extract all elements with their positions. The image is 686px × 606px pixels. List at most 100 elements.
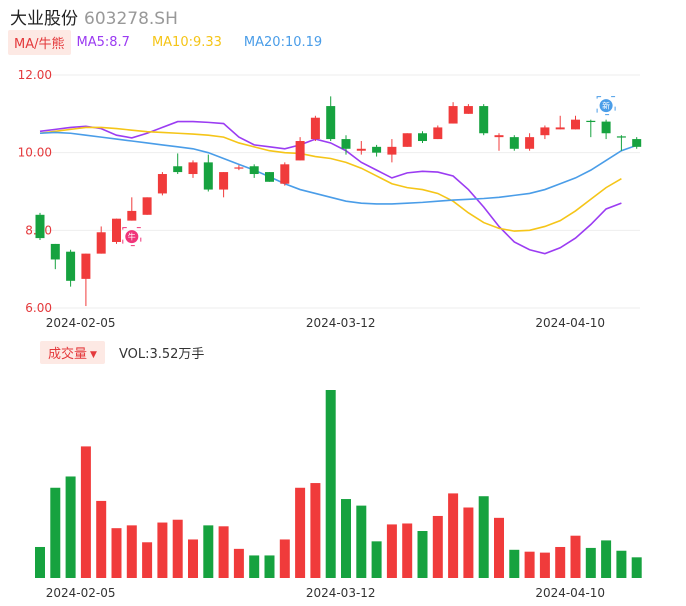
volume-bar bbox=[310, 483, 321, 578]
volume-bar bbox=[264, 555, 275, 578]
volume-bar bbox=[96, 500, 107, 578]
volume-bar bbox=[570, 535, 581, 578]
candle-body bbox=[402, 133, 412, 147]
volume-selector-button[interactable]: 成交量 ▼ bbox=[40, 341, 105, 364]
volume-bar bbox=[233, 548, 244, 578]
volume-bar bbox=[356, 505, 367, 578]
marker-glyph: 新 bbox=[602, 101, 610, 111]
candle-body bbox=[433, 127, 443, 140]
candle bbox=[203, 154, 213, 192]
candle-body bbox=[295, 141, 305, 161]
candle bbox=[142, 197, 152, 215]
volume-bar bbox=[188, 539, 198, 578]
volume-bar bbox=[509, 549, 520, 578]
volume-value-label: VOL:3.52万手 bbox=[118, 347, 205, 362]
x-tick-label: 2024-04-10 bbox=[535, 586, 605, 600]
candle-body bbox=[96, 232, 106, 254]
candle bbox=[295, 137, 305, 161]
candle-body bbox=[418, 133, 427, 142]
candle bbox=[188, 160, 198, 178]
candle-body bbox=[509, 137, 519, 149]
candle bbox=[479, 104, 489, 136]
volume-bar bbox=[616, 550, 627, 578]
volume-bar bbox=[371, 541, 382, 578]
volume-bar bbox=[555, 546, 566, 578]
volume-bar bbox=[478, 496, 489, 578]
candle bbox=[326, 96, 336, 142]
candle bbox=[96, 226, 106, 254]
volume-bar bbox=[111, 528, 122, 578]
candle bbox=[66, 249, 76, 287]
volume-bar bbox=[172, 519, 183, 578]
candle-body bbox=[265, 172, 274, 182]
candle-body bbox=[249, 166, 259, 175]
candle bbox=[372, 144, 382, 157]
candle bbox=[601, 119, 611, 140]
candle-body bbox=[203, 162, 213, 190]
volume-bar bbox=[585, 547, 596, 578]
candle bbox=[280, 162, 290, 186]
volume-bar bbox=[386, 524, 397, 578]
candle-body bbox=[586, 120, 596, 123]
candle-body bbox=[448, 106, 458, 124]
candle bbox=[265, 172, 274, 182]
candle-body bbox=[632, 139, 642, 147]
caret-down-icon: ▼ bbox=[90, 350, 97, 360]
volume-bar bbox=[218, 526, 229, 578]
volume-bar bbox=[157, 522, 168, 578]
volume-bar bbox=[325, 390, 336, 578]
candle bbox=[249, 164, 259, 178]
candle-body bbox=[494, 135, 504, 138]
marker-dot bbox=[599, 99, 613, 113]
volume-bar-chart: 2024-02-05 2024-03-12 2024-04-10 bbox=[35, 390, 642, 600]
volume-bar bbox=[35, 546, 45, 578]
marker-frame bbox=[122, 227, 142, 247]
volume-bar bbox=[631, 557, 642, 578]
new-badge-icon[interactable]: 新 bbox=[596, 96, 616, 116]
candle bbox=[112, 218, 121, 244]
volume-bar bbox=[249, 555, 260, 578]
volume-bar bbox=[126, 525, 137, 578]
volume-legend: 成交量 ▼ VOL:3.52万手 bbox=[40, 341, 204, 364]
bull-badge-icon[interactable]: 牛 bbox=[122, 227, 142, 247]
volume-bar bbox=[142, 542, 153, 578]
volume-bar bbox=[65, 476, 76, 578]
candle-body bbox=[142, 197, 152, 215]
candle-body bbox=[50, 243, 60, 260]
ma20-line bbox=[39, 131, 637, 205]
candle-body bbox=[463, 106, 473, 114]
ma10-legend-label: MA10:9.33 bbox=[151, 34, 222, 50]
ma-selector-button[interactable]: MA/牛熊 bbox=[8, 29, 71, 55]
candle-body bbox=[525, 137, 535, 149]
y-tick-label: 10.00 bbox=[18, 146, 52, 160]
candle bbox=[571, 115, 580, 130]
candle bbox=[586, 119, 596, 138]
candle-body bbox=[234, 167, 244, 169]
volume-bar bbox=[295, 487, 306, 578]
candle-body bbox=[66, 251, 76, 281]
y-tick-label: 12.00 bbox=[18, 68, 52, 82]
candle bbox=[219, 172, 229, 198]
candle bbox=[310, 115, 320, 142]
volume-bar bbox=[463, 507, 474, 578]
candle-body bbox=[601, 121, 611, 134]
candle bbox=[35, 212, 45, 241]
x-tick-label: 2024-02-05 bbox=[46, 316, 116, 330]
y-tick-label: 6.00 bbox=[25, 301, 52, 315]
candle-body bbox=[127, 210, 137, 221]
candle bbox=[341, 135, 351, 155]
candle bbox=[433, 125, 443, 140]
volume-bar bbox=[539, 552, 550, 578]
candle-body bbox=[326, 106, 336, 140]
candle bbox=[463, 104, 473, 114]
stock-title: 大业股份 603278.SH bbox=[10, 4, 178, 29]
candle-body bbox=[35, 214, 45, 239]
x-tick-label: 2024-02-05 bbox=[46, 586, 116, 600]
ma10-line bbox=[39, 126, 622, 232]
volume-bar bbox=[402, 523, 413, 578]
candle-body bbox=[112, 218, 121, 242]
stock-name: 大业股份 bbox=[10, 9, 78, 29]
x-tick-label: 2024-04-10 bbox=[535, 316, 605, 330]
volume-bar bbox=[279, 539, 290, 578]
stock-code: 603278.SH bbox=[84, 9, 178, 29]
